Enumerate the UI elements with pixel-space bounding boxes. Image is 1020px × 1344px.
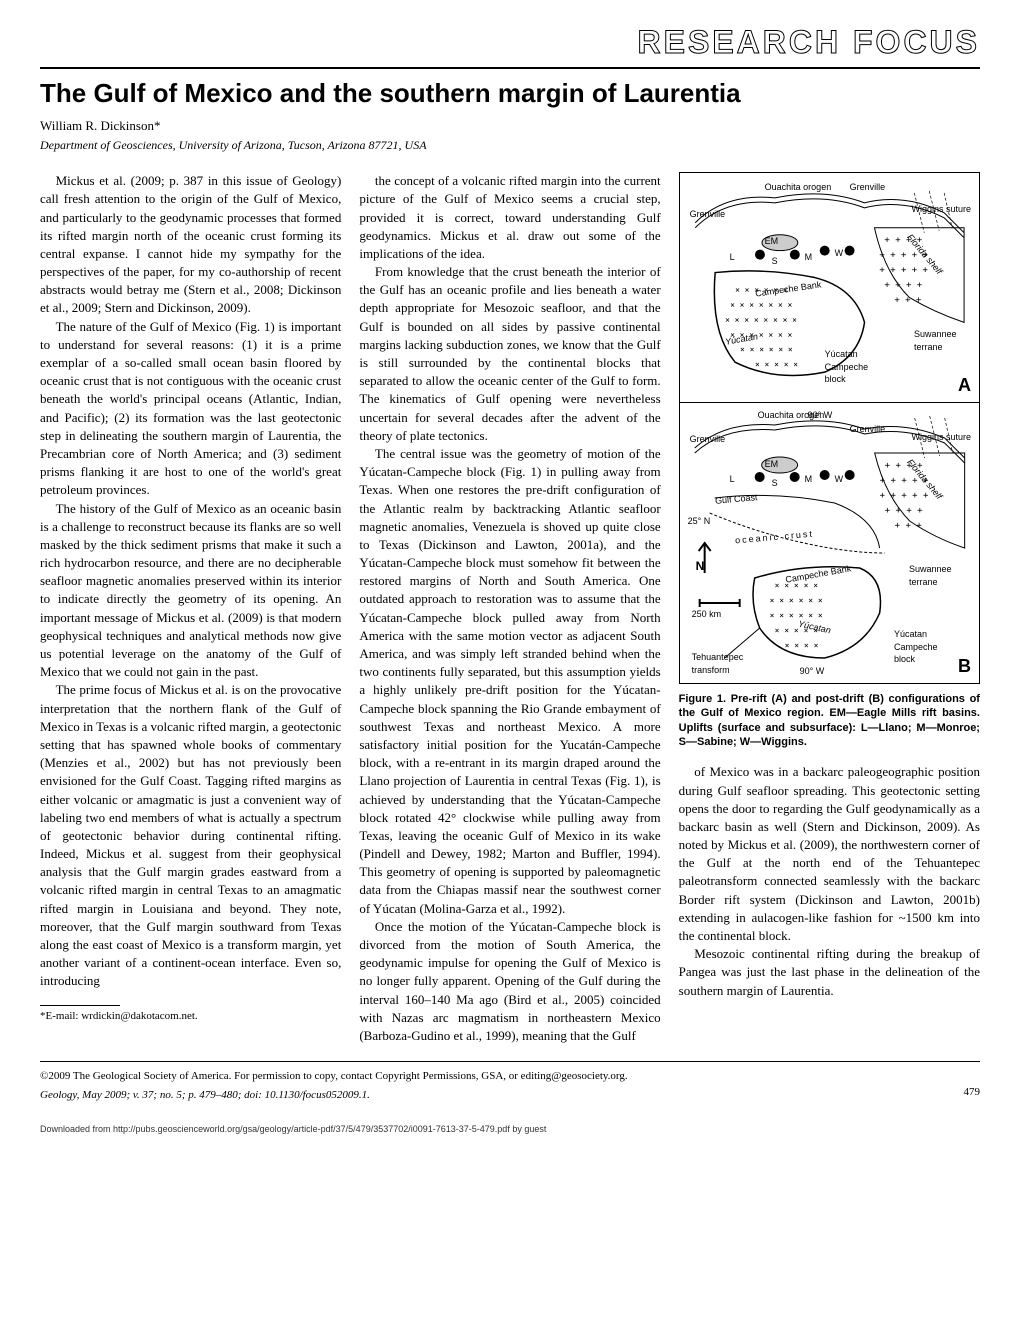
svg-text:+ + + + +: + + + + + — [879, 266, 928, 276]
article-columns: Mickus et al. (2009; p. 387 in this issu… — [40, 172, 980, 1045]
label-wiggins: Wiggins suture — [911, 203, 971, 216]
label-north: N — [696, 558, 705, 575]
label-l-b: L — [730, 473, 735, 486]
citation-line: Geology, May 2009; v. 37; no. 5; p. 479–… — [40, 1089, 370, 1101]
label-em: EM — [765, 235, 779, 248]
footer-rule — [40, 1061, 980, 1062]
svg-text:× × × × × × × ×: × × × × × × × × — [725, 316, 797, 325]
svg-text:+ + + + +: + + + + + — [879, 491, 928, 501]
label-lon1: 90° W — [808, 409, 833, 422]
label-suwannee-b: Suwannee terrane — [909, 563, 964, 588]
author-affiliation: Department of Geosciences, University of… — [40, 137, 980, 154]
svg-text:× × × ×: × × × × — [784, 641, 818, 650]
label-m-b: M — [805, 473, 813, 486]
paragraph: From knowledge that the crust beneath th… — [359, 263, 660, 445]
paragraph: Mickus et al. (2009; p. 387 in this issu… — [40, 172, 341, 318]
label-tehuantepec: Tehuantepec transform — [692, 651, 762, 676]
paragraph: the concept of a volcanic rifted margin … — [359, 172, 660, 263]
paragraph: The history of the Gulf of Mexico as an … — [40, 500, 341, 682]
article-title: The Gulf of Mexico and the southern marg… — [40, 75, 980, 111]
footnote-rule — [40, 1005, 120, 1006]
label-lon2: 90° W — [800, 665, 825, 678]
paragraph: The central issue was the geometry of mo… — [359, 445, 660, 918]
label-w-b: W — [835, 473, 844, 486]
figure-panel-b: × × × × × × × × × × × × × × × × × × × × … — [680, 403, 979, 683]
svg-text:× × × × × × ×: × × × × × × × — [730, 301, 792, 310]
label-grenville-left-b: Grenville — [690, 433, 726, 446]
label-l: L — [730, 251, 735, 264]
label-s-b: S — [772, 477, 778, 490]
paragraph: The prime focus of Mickus et al. is on t… — [40, 681, 341, 990]
label-m: M — [805, 251, 813, 264]
footer-block: ©2009 The Geological Society of America.… — [40, 1066, 980, 1103]
label-suwannee: Suwannee terrane — [914, 328, 969, 353]
figure-panel-a: × × × × × × × × × × × × × × × × × × × × … — [680, 173, 979, 403]
panel-a-label: A — [958, 373, 971, 398]
svg-text:× × × × ×: × × × × × — [755, 360, 798, 369]
svg-text:× × × × × ×: × × × × × × — [769, 596, 822, 605]
figure-1: × × × × × × × × × × × × × × × × × × × × … — [679, 172, 980, 684]
label-grenville-left: Grenville — [690, 208, 726, 221]
label-grenville-b: Grenville — [850, 423, 886, 436]
label-w: W — [835, 247, 844, 260]
label-scale: 250 km — [692, 608, 722, 621]
label-em-b: EM — [765, 458, 779, 471]
column-3: × × × × × × × × × × × × × × × × × × × × … — [679, 172, 980, 1045]
column-1: Mickus et al. (2009; p. 387 in this issu… — [40, 172, 341, 1045]
paragraph: Mesozoic continental rifting during the … — [679, 945, 980, 1000]
label-grenville: Grenville — [850, 181, 886, 194]
figure-caption: Figure 1. Pre-rift (A) and post-drift (B… — [679, 692, 980, 749]
label-lat: 25° N — [688, 515, 711, 528]
email-footnote: *E-mail: wrdickin@dakotacom.net. — [40, 1009, 341, 1024]
paragraph: Once the motion of the Yúcatan-Campeche … — [359, 918, 660, 1045]
paragraph: of Mexico was in a backarc paleogeograph… — [679, 763, 980, 945]
download-note: Downloaded from http://pubs.geosciencewo… — [40, 1123, 980, 1136]
svg-text:+ + + +: + + + + — [884, 281, 922, 291]
page-number: 479 — [964, 1085, 981, 1100]
research-focus-header: RESEARCH FOCUS — [40, 20, 980, 65]
copyright-line: ©2009 The Geological Society of America.… — [40, 1070, 628, 1082]
panel-b-label: B — [958, 654, 971, 679]
label-ouachita: Ouachita orogen — [765, 181, 832, 194]
label-wiggins-b: Wiggins suture — [911, 431, 971, 444]
header-rule — [40, 67, 980, 69]
svg-text:× × × × × ×: × × × × × × — [769, 611, 822, 620]
svg-text:× × × × × ×: × × × × × × — [740, 345, 793, 354]
paragraph: The nature of the Gulf of Mexico (Fig. 1… — [40, 318, 341, 500]
author-name: William R. Dickinson* — [40, 117, 980, 135]
column-2: the concept of a volcanic rifted margin … — [359, 172, 660, 1045]
label-yucatan-block-b: Yúcatan Campeche block — [894, 628, 954, 666]
svg-text:+ + +: + + + — [894, 296, 921, 306]
label-yucatan-block: Yúcatan Campeche block — [825, 348, 885, 386]
label-s: S — [772, 255, 778, 268]
